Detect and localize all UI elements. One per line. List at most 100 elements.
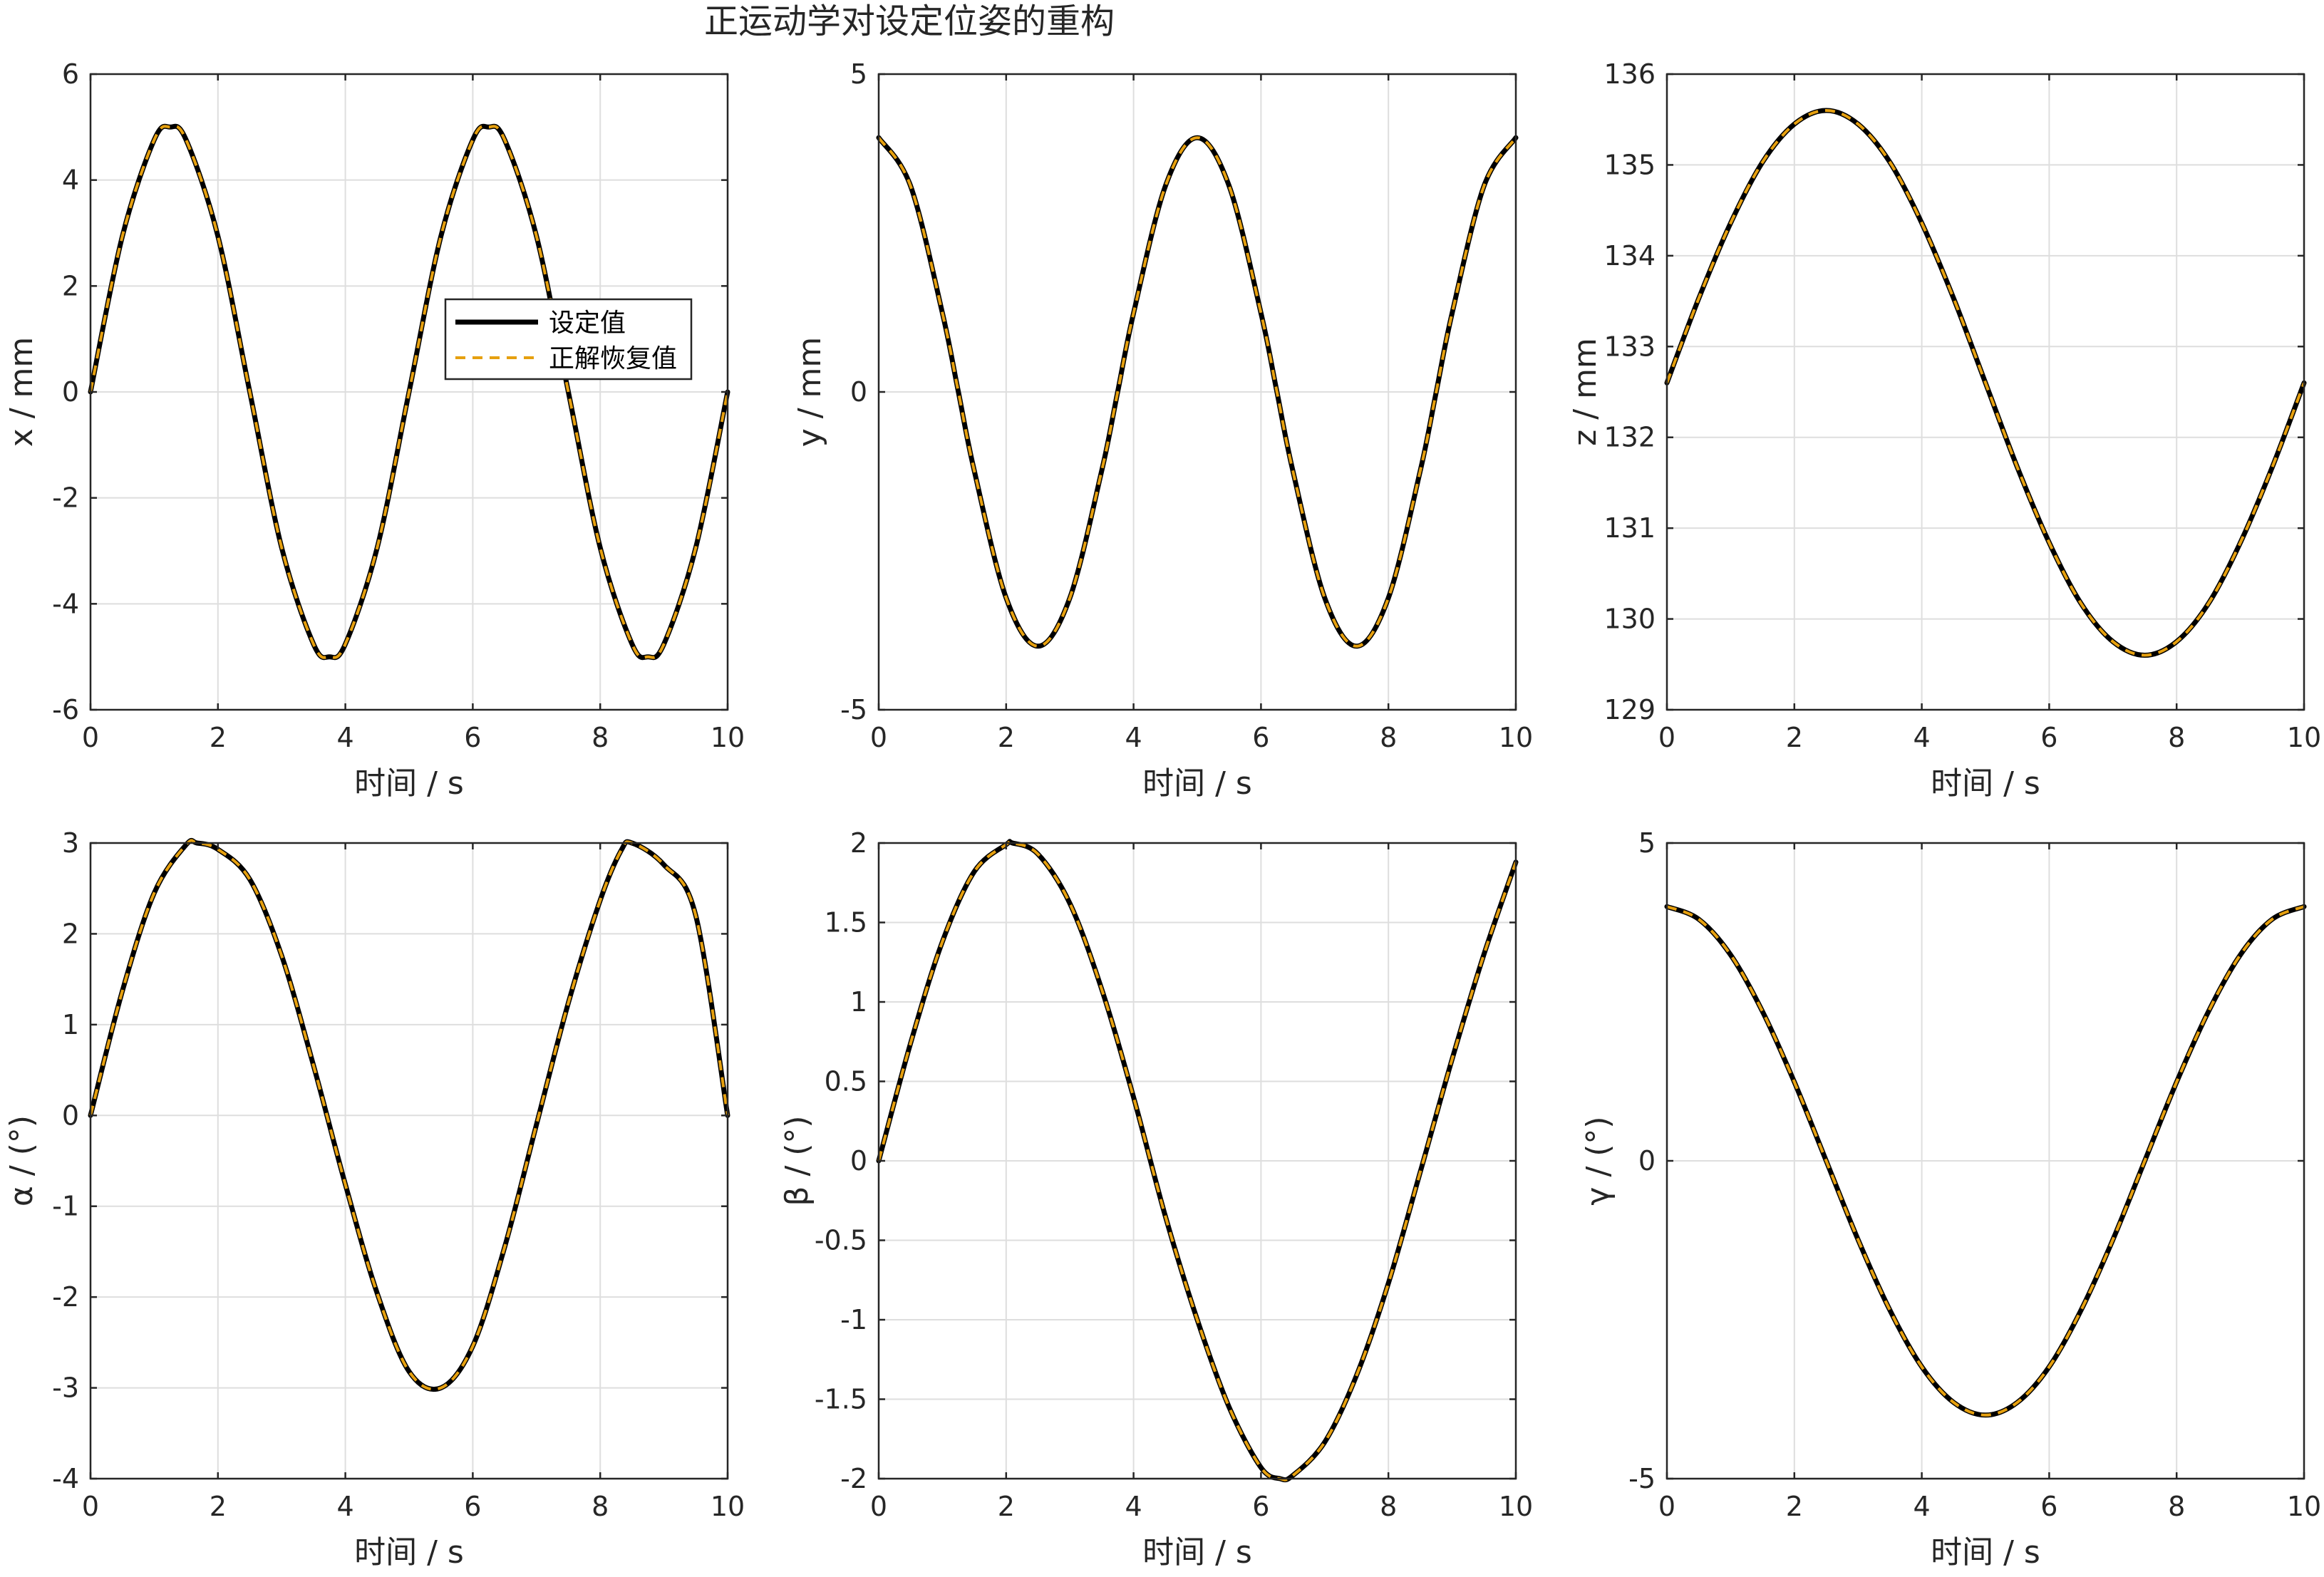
y-tick-label: 2 (62, 918, 79, 949)
x-tick-label: 0 (870, 1491, 887, 1522)
y-tick-label: 0.5 (825, 1066, 867, 1097)
y-tick-label: 3 (62, 827, 79, 859)
y-tick-label: 135 (1603, 149, 1656, 180)
axes-frame (89, 842, 729, 1480)
y-tick-label: -1 (840, 1304, 867, 1335)
x-tick-label: 6 (1252, 1491, 1269, 1522)
legend-label-recovered: 正解恢复值 (549, 344, 677, 373)
y-axis-label: x / mm (4, 337, 40, 448)
x-tick-label: 4 (1914, 1491, 1931, 1522)
y-tick-label: 1 (62, 1009, 79, 1040)
plot-area (1667, 74, 2304, 710)
y-tick-label: 133 (1603, 331, 1656, 362)
subplot-4: 0 2 4 6 8 10 -4 -3 -2 -1 0 1 2 3 时间 / s α / (°) (4, 827, 745, 1571)
x-tick-label: 8 (1380, 722, 1397, 753)
legend-box (444, 298, 693, 381)
x-tick-label: 0 (82, 1491, 99, 1522)
x-tick-label: 10 (711, 1491, 745, 1522)
y-axis-label: β / (°) (779, 1115, 815, 1206)
y-tick-label: 136 (1603, 58, 1656, 90)
x-tick-label: 2 (210, 722, 227, 753)
plot-area (91, 843, 728, 1479)
y-axis-label: α / (°) (4, 1115, 40, 1206)
x-axis-label: 时间 / s (1931, 765, 2040, 802)
x-tick-label: 6 (1252, 722, 1269, 753)
y-axis-label: y / mm (792, 337, 828, 448)
subplot-5: 0 2 4 6 8 10 -2 -1.5 -1 -0.5 0 0.5 1 1.5 2 时间 / s β / (°… (779, 827, 1533, 1571)
y-tick-label: -2 (52, 1281, 79, 1313)
x-tick-label: 6 (2040, 1491, 2057, 1522)
y-tick-label: -4 (52, 1463, 79, 1494)
x-tick-label: 4 (337, 722, 354, 753)
x-tick-label: 4 (1914, 722, 1931, 753)
y-tick-label: 0 (850, 1145, 867, 1177)
x-tick-label: 6 (464, 722, 481, 753)
x-tick-label: 4 (1125, 1491, 1142, 1522)
y-tick-label: -2 (840, 1463, 867, 1494)
subplot-3: 0 2 4 6 8 10 129 130 131 132 133 134 135 136 时间 / s z /… (1567, 58, 2321, 802)
x-tick-label: 2 (998, 1491, 1015, 1522)
series-line-recovered (89, 839, 729, 1391)
x-tick-label: 0 (870, 722, 887, 753)
series-line-recovered (1666, 905, 2305, 1417)
x-tick-label: 8 (2168, 722, 2185, 753)
y-tick-label: 129 (1603, 694, 1656, 725)
y-tick-label: 134 (1603, 240, 1656, 272)
x-tick-label: 10 (2287, 1491, 2321, 1522)
y-tick-label: 131 (1603, 512, 1656, 544)
x-tick-label: 2 (210, 1491, 227, 1522)
y-tick-label: 5 (850, 58, 867, 90)
x-tick-label: 10 (1499, 1491, 1533, 1522)
y-tick-label: 1.5 (825, 907, 867, 939)
x-tick-label: 10 (711, 722, 745, 753)
x-tick-label: 6 (464, 1491, 481, 1522)
y-tick-label: -5 (1628, 1463, 1656, 1494)
x-tick-label: 6 (2040, 722, 2057, 753)
y-tick-label: 0 (850, 376, 867, 408)
x-tick-label: 8 (2168, 1491, 2185, 1522)
x-tick-label: 2 (1786, 722, 1803, 753)
x-tick-label: 4 (1125, 722, 1142, 753)
y-tick-label: -5 (840, 694, 867, 725)
y-tick-label: -1.5 (815, 1384, 867, 1415)
y-tick-label: 0 (62, 1100, 79, 1131)
y-tick-label: 6 (62, 58, 79, 90)
y-tick-label: 130 (1603, 604, 1656, 635)
series-line-recovered (89, 125, 729, 659)
x-tick-label: 2 (998, 722, 1015, 753)
y-tick-label: -4 (52, 588, 79, 619)
x-axis-label: 时间 / s (1142, 1534, 1252, 1571)
x-axis-label: 时间 / s (354, 765, 464, 802)
y-tick-label: 2 (62, 270, 79, 301)
y-tick-label: 4 (62, 165, 79, 196)
y-tick-label: -3 (52, 1372, 79, 1404)
x-axis-label: 时间 / s (1142, 765, 1252, 802)
figure-title: 正运动学对设定位姿的重构 (704, 1, 1115, 41)
x-axis-label: 时间 / s (1931, 1534, 2040, 1571)
y-tick-label: 1 (850, 986, 867, 1018)
series-line-recovered (877, 839, 1517, 1482)
x-tick-label: 2 (1786, 1491, 1803, 1522)
y-tick-label: 0 (62, 376, 79, 408)
y-tick-label: -2 (52, 482, 79, 514)
y-tick-label: 2 (850, 827, 867, 859)
y-tick-label: 132 (1603, 422, 1656, 453)
legend-label-setpoint: 设定值 (549, 309, 626, 338)
y-axis-label: z / mm (1567, 338, 1603, 446)
x-tick-label: 10 (1499, 722, 1533, 753)
x-tick-label: 10 (2287, 722, 2321, 753)
y-tick-label: 0 (1638, 1145, 1656, 1177)
x-tick-label: 8 (1380, 1491, 1397, 1522)
y-tick-label: 5 (1638, 827, 1656, 859)
x-axis-label: 时间 / s (354, 1534, 464, 1571)
x-tick-label: 4 (337, 1491, 354, 1522)
x-tick-label: 8 (592, 1491, 609, 1522)
series-line-recovered (877, 136, 1517, 648)
x-tick-label: 8 (592, 722, 609, 753)
